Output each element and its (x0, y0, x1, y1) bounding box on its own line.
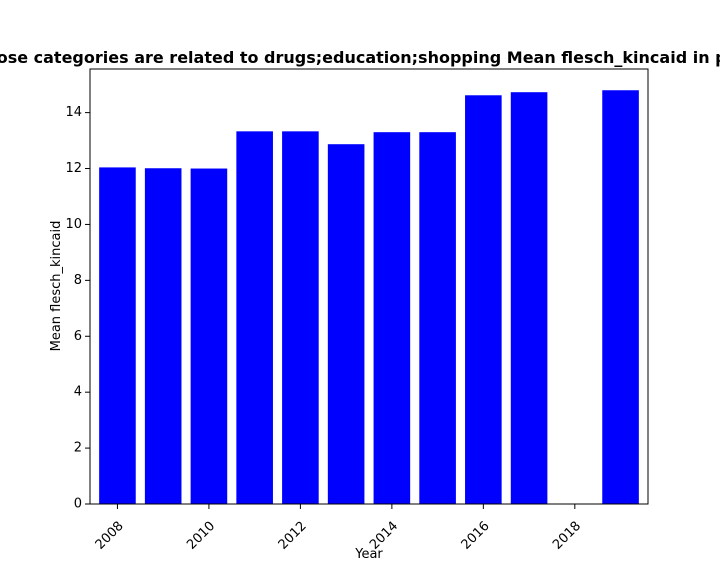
bar-2015 (419, 132, 456, 505)
x-axis-ticks: 2008 2010 2012 2014 2016 2018 (93, 504, 584, 553)
x-tick-label: 2012 (276, 519, 310, 553)
y-tick-label: 2 (74, 441, 82, 456)
bar-2011 (236, 131, 273, 505)
bar-2019 (602, 90, 639, 504)
bar-2013 (327, 144, 365, 504)
x-tick-label: 2008 (93, 519, 127, 553)
bar-2017 (510, 92, 548, 504)
bar-2016 (465, 95, 502, 504)
y-tick-label: 0 (74, 497, 82, 512)
bars-group (99, 90, 639, 505)
x-axis-label: Year (354, 547, 383, 562)
x-tick-label: 2010 (184, 519, 218, 553)
bar-2009 (144, 168, 182, 504)
bar-2010 (190, 168, 228, 504)
bar-2008 (99, 167, 136, 504)
chart-title: Websites whose categories are related to… (0, 48, 720, 67)
y-axis-ticks: 0 2 4 6 8 10 12 14 (65, 105, 90, 512)
plot-frame (89, 68, 649, 505)
y-tick-label: 10 (65, 217, 82, 232)
y-tick-label: 8 (74, 273, 82, 288)
y-axis-label: Mean flesch_kincaid (49, 221, 64, 352)
bar-2012 (282, 131, 319, 505)
x-tick-label: 2018 (550, 519, 584, 553)
y-tick-label: 12 (65, 161, 82, 176)
y-tick-label: 4 (74, 385, 82, 400)
bar-2014 (373, 132, 411, 505)
y-tick-label: 6 (74, 329, 82, 344)
y-tick-label: 14 (65, 105, 82, 120)
x-tick-label: 2016 (459, 519, 493, 553)
